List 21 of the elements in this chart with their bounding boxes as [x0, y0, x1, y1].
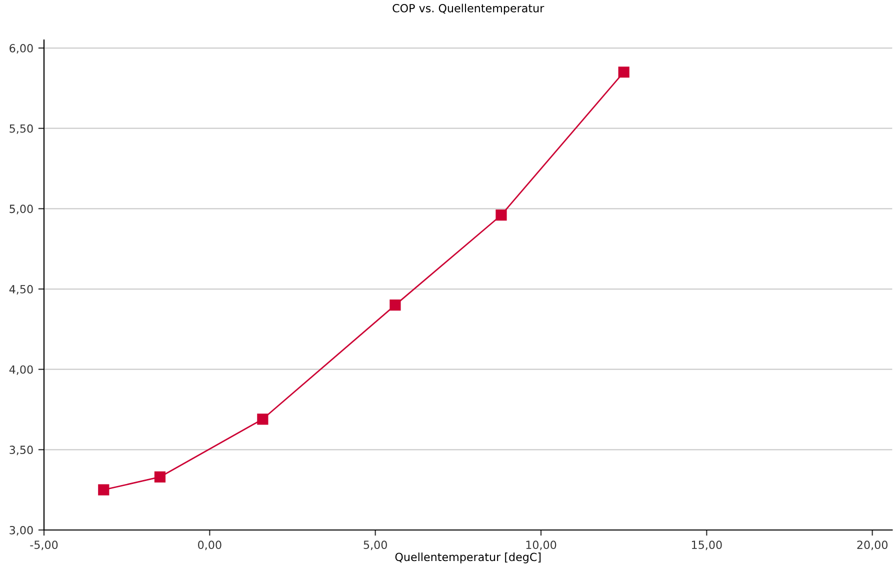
point [257, 414, 268, 425]
y-tick-label: 5,00 [10, 204, 33, 214]
y-tick-label: 5,50 [10, 124, 33, 134]
x-axis-title: Quellentemperatur [degC] [395, 552, 541, 564]
y-tick-label: 4,50 [9, 284, 33, 295]
x-tick-label: 0,00 [198, 540, 222, 550]
point [618, 66, 630, 78]
point [496, 210, 507, 221]
y-tick-label: 4,00 [9, 365, 33, 375]
x-tick-label: 10,00 [526, 540, 556, 550]
x-tick-label: -5,00 [30, 540, 58, 550]
y-tick-label: 3,50 [10, 446, 33, 456]
y-tick-label: 6,00 [10, 44, 33, 54]
y-tick-label: 3,00 [10, 526, 33, 536]
point [390, 300, 401, 311]
point [154, 471, 166, 483]
point [98, 484, 110, 496]
chart-title: COP vs. Quellentemperatur [392, 4, 544, 15]
x-tick-label: 5,00 [364, 540, 387, 550]
x-tick-label: 20,00 [857, 540, 888, 550]
x-tick-label: 15,00 [692, 540, 722, 550]
